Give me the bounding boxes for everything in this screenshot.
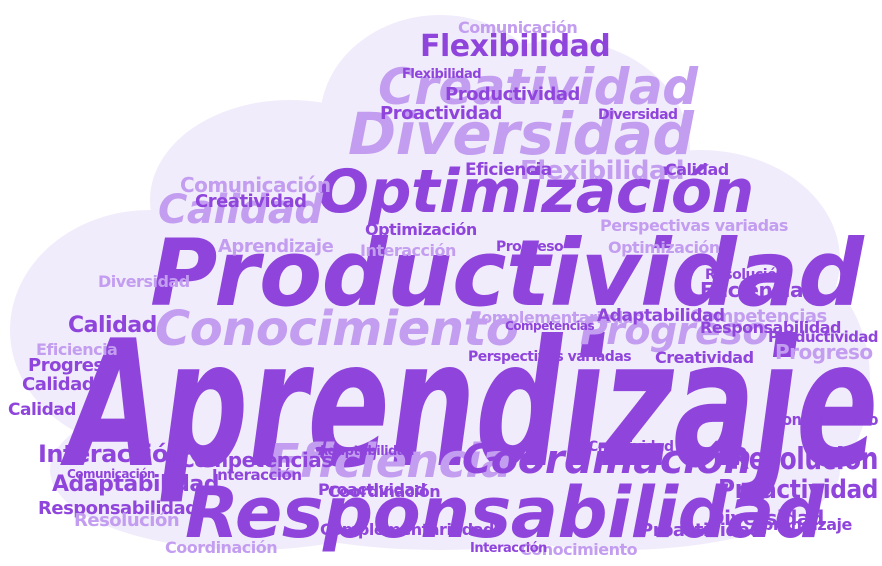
word-diversidad: Diversidad bbox=[598, 107, 678, 123]
word-perspectivas: Perspectivas variadas bbox=[468, 349, 632, 365]
word-comunicacion: Comunicación bbox=[458, 18, 578, 37]
word-competencias: Competencias bbox=[690, 306, 827, 327]
word-eficiencia: Eficiencia bbox=[36, 340, 118, 359]
word-perspectivas: Perspectivas variadas bbox=[600, 216, 788, 235]
word-eficiencia: Eficiencia bbox=[465, 160, 552, 180]
word-responsabilidad: Responsabilidad bbox=[185, 472, 824, 554]
word-calidad: Calidad bbox=[158, 187, 323, 233]
word-flexibilidad: Flexibilidad bbox=[402, 67, 482, 82]
word-coordinacion: Coordinación bbox=[165, 538, 278, 557]
word-comunicacion: Comunicación bbox=[67, 467, 155, 481]
word-adaptabilidad: Adaptabilidad bbox=[318, 444, 415, 459]
word-interaccion: Interacción bbox=[212, 466, 302, 484]
word-eficiencia: Eficiencia bbox=[700, 278, 803, 302]
word-diversidad: Diversidad bbox=[98, 272, 190, 291]
word-aprendizaje: Aprendizaje bbox=[68, 304, 878, 507]
word-responsabilidad: Responsabilidad bbox=[38, 498, 198, 519]
word-complementariedad: Complementariedad bbox=[320, 520, 494, 539]
word-optimizacion: Optimización bbox=[608, 238, 720, 257]
word-flexibilidad: Flexibilidad bbox=[420, 29, 611, 64]
word-optimizacion: Optimización bbox=[318, 157, 754, 227]
word-calidad: Calidad bbox=[68, 313, 157, 338]
word-flexibilidad: Flexibilidad bbox=[520, 156, 685, 186]
word-productividad: Productividad bbox=[445, 84, 580, 105]
word-progreso: Progreso bbox=[775, 340, 873, 364]
word-creatividad: Creatividad bbox=[195, 191, 307, 212]
word-resolucion: Resolución bbox=[730, 442, 879, 477]
word-calidad: Calidad bbox=[665, 160, 729, 179]
word-progreso: Progreso bbox=[496, 239, 564, 255]
word-eficiencia: Eficiencia bbox=[268, 434, 512, 488]
word-calidad: Calidad bbox=[22, 374, 95, 395]
word-proactividad: Proactividad bbox=[718, 475, 878, 505]
word-creatividad: Creatividad bbox=[378, 58, 698, 116]
word-complementariedad: Complementariedad bbox=[470, 308, 644, 327]
word-diversidad: Diversidad bbox=[708, 506, 824, 530]
word-conocimiento: Conocimiento bbox=[155, 301, 519, 357]
word-coordinacion: Coordinación bbox=[328, 482, 441, 501]
word-optimizacion: Optimización bbox=[365, 220, 477, 239]
word-interaccion: Interacción bbox=[470, 541, 547, 556]
word-interaccion: Interacción bbox=[38, 440, 185, 468]
word-adaptabilidad: Adaptabilidad bbox=[52, 472, 219, 497]
word-comunicacion: Comunicación bbox=[180, 173, 331, 197]
word-coordinacion: Coordinación bbox=[462, 437, 752, 483]
word-proactividad: Proactividad bbox=[318, 480, 426, 499]
word-conocimiento: Conocimiento bbox=[772, 410, 878, 429]
word-interaccion: Interacción bbox=[360, 241, 456, 260]
word-diversidad: Diversidad bbox=[348, 100, 694, 168]
word-adaptabilidad: Adaptabilidad bbox=[597, 306, 725, 326]
word-resolucion: Resolución bbox=[705, 267, 786, 283]
word-progreso: Progreso bbox=[580, 309, 768, 353]
word-resolucion: Resolución bbox=[74, 510, 180, 531]
word-creatividad: Creatividad bbox=[655, 348, 754, 367]
word-competencias: Competencias bbox=[505, 319, 595, 333]
word-proactividad: Proactividad bbox=[380, 103, 502, 124]
word-responsabilidad: Responsabilidad bbox=[700, 318, 841, 337]
word-proactividad: Proactividad bbox=[640, 520, 762, 541]
word-progreso: Progreso bbox=[28, 355, 116, 376]
word-productividad: Productividad bbox=[768, 328, 879, 346]
word-calidad: Calidad bbox=[8, 400, 76, 420]
word-competencias: Competencias bbox=[180, 448, 333, 472]
word-productividad: Productividad bbox=[150, 220, 864, 327]
word-aprendizaje: Aprendizaje bbox=[750, 515, 852, 534]
word-aprendizaje: Aprendizaje bbox=[218, 236, 334, 257]
word-conocimiento: Conocimiento bbox=[520, 540, 638, 559]
word-creatividad: Creatividad bbox=[588, 439, 674, 455]
